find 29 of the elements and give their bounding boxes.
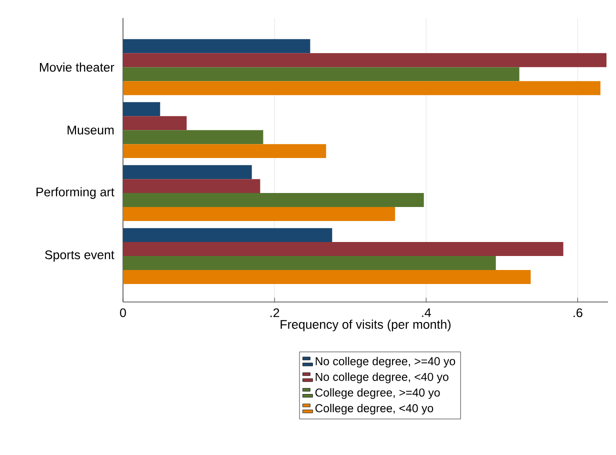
legend-label: College degree, >=40 yo (315, 388, 440, 399)
bar (123, 179, 260, 194)
bar (123, 53, 606, 68)
bar (123, 81, 600, 96)
x-tick-label: 0 (120, 308, 126, 318)
legend-label: No college degree, <40 yo (316, 372, 448, 384)
bar (123, 39, 310, 54)
bar (123, 242, 564, 256)
x-axis-title: Frequency of visits (per month) (280, 320, 451, 332)
bar (123, 102, 160, 116)
y-tick-label: Movie theater (40, 62, 114, 72)
x-tick-label: .4 (422, 308, 431, 317)
legend-label: No college degree, >=40 yo (316, 356, 456, 368)
y-tick-label: Museum (68, 126, 114, 134)
bar (123, 207, 396, 222)
bar (123, 228, 332, 242)
bar (123, 193, 424, 208)
bar (123, 67, 520, 82)
bar (123, 130, 264, 144)
bar (123, 144, 326, 158)
x-tick-label: .2 (270, 308, 280, 318)
bar (123, 165, 252, 180)
y-tick-label: Performing art (36, 187, 114, 199)
y-tick-label: Sports event (45, 250, 114, 262)
x-tick-label: .6 (574, 308, 582, 318)
bar (123, 256, 496, 270)
bar (123, 270, 531, 284)
legend-label: College degree, <40 yo (315, 404, 434, 415)
bar (123, 116, 187, 130)
